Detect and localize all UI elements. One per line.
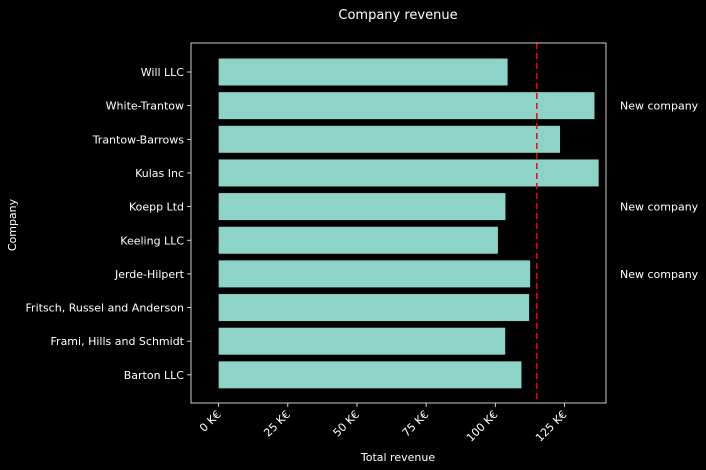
annotation: New company: [620, 201, 699, 214]
x-tick-label: 100 K€: [464, 408, 501, 445]
bar: [218, 125, 561, 153]
bar: [218, 159, 599, 187]
x-tick-label: 50 K€: [331, 408, 363, 440]
bar: [218, 327, 506, 355]
bar: [218, 226, 498, 254]
x-tick-label: 0 K€: [197, 408, 224, 435]
y-tick-label: Will LLC: [141, 66, 185, 79]
bars-group: [218, 58, 599, 389]
y-tick-label: Keeling LLC: [120, 234, 184, 247]
bar: [218, 260, 531, 288]
chart-title: Company revenue: [338, 8, 457, 23]
y-tick-label: Fritsch, Russel and Anderson: [26, 302, 184, 315]
y-tick-label: Kulas Inc: [135, 167, 184, 180]
bar: [218, 294, 530, 322]
annotations-group: New company New company New company: [620, 100, 699, 281]
bar: [218, 58, 508, 86]
x-tick-label: 125 K€: [533, 408, 570, 445]
plot-frame: [190, 42, 607, 404]
y-tick-label: Trantow-Barrows: [92, 133, 185, 146]
bar: [218, 193, 506, 221]
y-axis-label: Company: [6, 198, 19, 251]
annotation: New company: [620, 100, 699, 113]
x-tick-label: 75 K€: [400, 408, 432, 440]
annotation: New company: [620, 268, 699, 281]
y-tick-label: Koepp Ltd: [129, 201, 184, 214]
x-tick-label: 25 K€: [261, 408, 293, 440]
y-tick-label: Frami, Hills and Schmidt: [51, 335, 185, 348]
x-axis-label: Total revenue: [360, 451, 435, 464]
y-tick-label: White-Trantow: [106, 100, 184, 113]
y-tick-label: Jerde-Hilpert: [114, 268, 185, 281]
y-axis: Barton LLC Frami, Hills and Schmidt Fritsc…: [26, 66, 191, 382]
bar: [218, 361, 522, 389]
bar: [218, 92, 595, 120]
y-tick-label: Barton LLC: [124, 369, 185, 382]
x-axis: 0 K€ 25 K€ 50 K€ 75 K€ 100 K€ 125 K€: [197, 403, 570, 444]
